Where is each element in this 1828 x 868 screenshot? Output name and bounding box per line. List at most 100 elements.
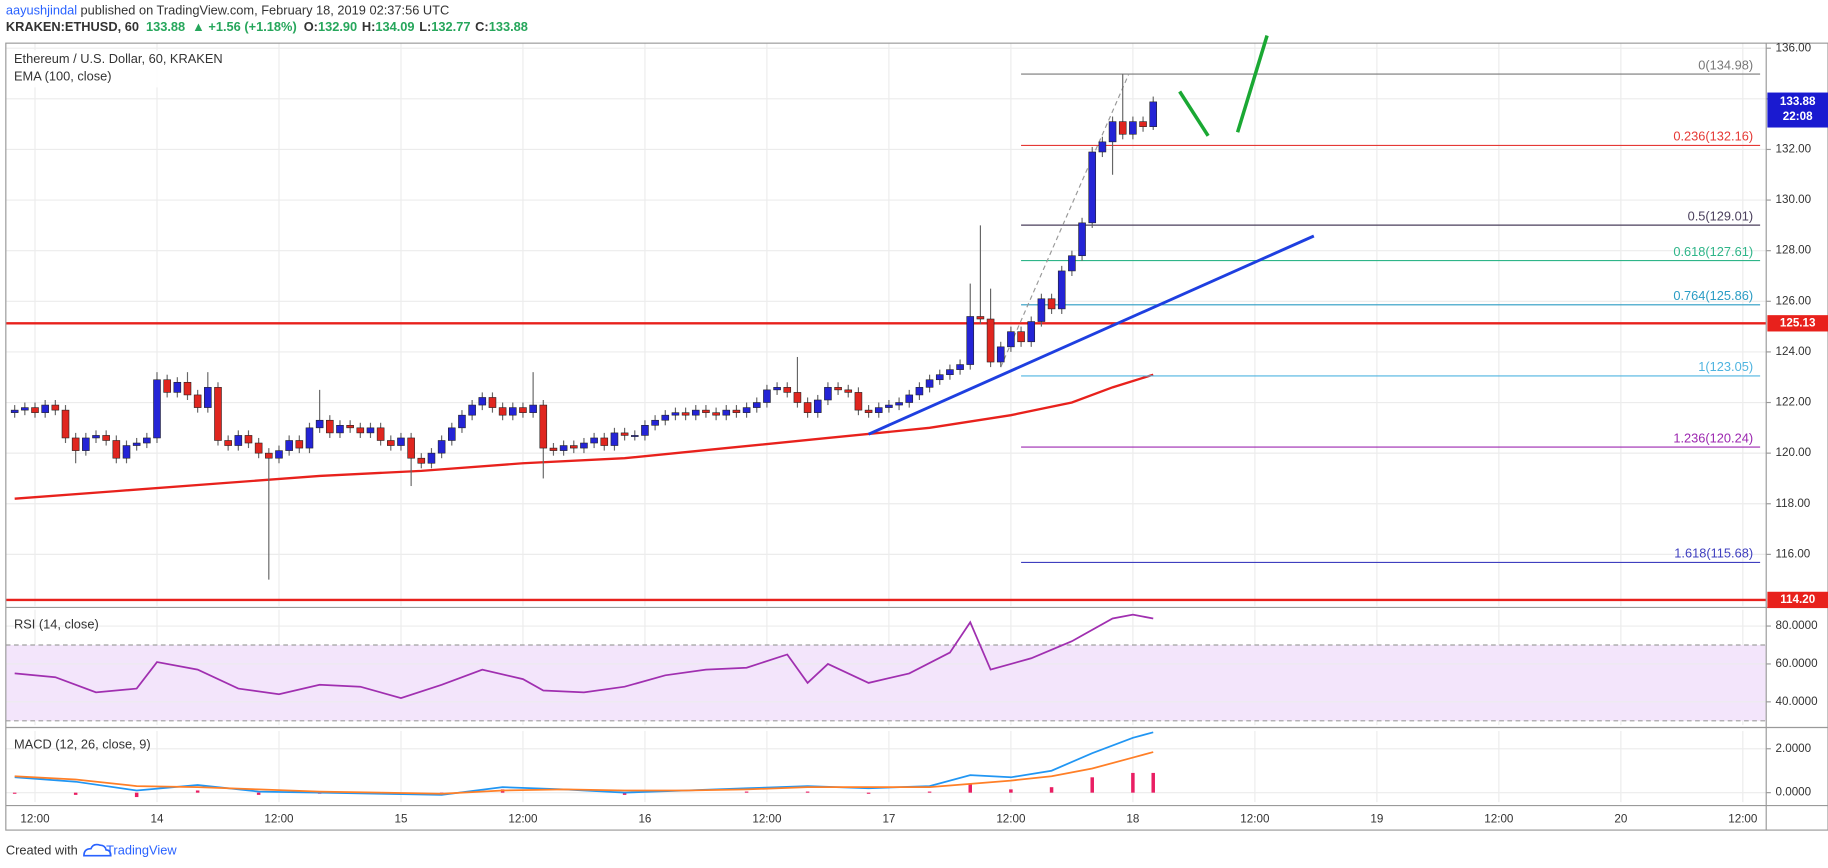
candle-body [51, 404, 60, 411]
candle-body [346, 425, 354, 429]
candle-body [844, 389, 853, 393]
fib-label: 1.618(115.68) [1674, 546, 1753, 561]
plot-layer: 12:00 14 12:00 15 12:00 16 12:00 17 12:00 18 12:00… [5, 43, 1767, 826]
histogram-bar [622, 792, 627, 795]
candle-body [478, 397, 487, 406]
brand[interactable]: TradingView [106, 842, 177, 857]
fib-label: 1.236(120.24) [1673, 430, 1753, 445]
ema-line [14, 373, 1154, 500]
x-tick-label: 12:00 [20, 813, 50, 826]
candle-body [1149, 101, 1158, 127]
ohlc-value: 132.90 [318, 19, 357, 34]
histogram-bar [1151, 772, 1155, 793]
histogram-bar [12, 792, 17, 794]
candle-body [1129, 121, 1137, 135]
candle-body [580, 442, 588, 449]
candle-body [1047, 298, 1056, 310]
candle-body [824, 387, 832, 401]
candle-body [610, 432, 619, 446]
candle-body [722, 409, 731, 416]
candle-body [122, 445, 131, 459]
x-tick-label: 15 [394, 813, 407, 826]
x-tick-label: 12:00 [1484, 813, 1514, 826]
candle-body [620, 432, 629, 436]
arrow-line [1235, 35, 1269, 133]
candle-body [71, 437, 80, 451]
histogram-bar [256, 792, 261, 795]
candle-body [458, 414, 466, 429]
published-line: aayushjindal published on TradingView.com… [6, 3, 449, 18]
logo [83, 843, 112, 857]
ohlc-label: C: [475, 19, 489, 34]
candle-body [254, 442, 263, 454]
x-tick-label: 18 [1126, 813, 1139, 826]
x-tick-label: 12:00 [1728, 813, 1758, 826]
histogram-bar [73, 792, 78, 795]
candle-body [854, 392, 863, 411]
ohlc-label: L: [419, 19, 431, 34]
candle-body [356, 427, 365, 434]
candle-body [803, 402, 812, 413]
candle-body [763, 389, 771, 403]
y-tick-label: 128.00 [1776, 244, 1812, 257]
candle-body [793, 392, 802, 403]
candle-body [376, 427, 385, 441]
candle-body [905, 394, 914, 403]
candle-body [519, 407, 527, 413]
candle-body [387, 440, 395, 446]
candle-body [1007, 331, 1015, 348]
candle-body [21, 407, 29, 411]
y-tick-label: 124.00 [1776, 345, 1812, 358]
candle-body [773, 387, 781, 391]
candle-body [275, 450, 283, 459]
candle-body [102, 435, 110, 441]
candle-body [82, 437, 90, 451]
candle-body [661, 414, 670, 421]
y-tick-label: 40.0000 [1776, 695, 1819, 708]
candle-body [1037, 298, 1046, 322]
candle-body [448, 427, 456, 441]
candle-body [590, 437, 598, 444]
y-tick-label: 122.00 [1776, 396, 1812, 409]
candle-body [173, 381, 182, 393]
histogram-bar [1049, 787, 1054, 793]
author[interactable]: aayushjindal [6, 3, 77, 18]
candle-body [397, 437, 405, 446]
candle-body [315, 419, 324, 429]
created-with: Created with [6, 842, 78, 857]
candle-body [1108, 121, 1117, 143]
countdown: 22:08 [1783, 110, 1813, 123]
candle-body [956, 364, 964, 370]
candle-body [976, 316, 985, 320]
symbol-line: KRAKEN:ETHUSD, 60 133.88 ▲ +1.56 (+1.18%) O… [6, 19, 528, 34]
price-tag [1767, 591, 1828, 609]
x-tick-label: 12:00 [752, 813, 782, 826]
candle-body [61, 409, 70, 439]
candle-body [712, 412, 720, 416]
ohlc-value: 133.88 [489, 19, 528, 34]
fib-label: 0(134.98) [1698, 57, 1753, 72]
ohlc-value: 132.77 [431, 19, 470, 34]
y-tick-label: 80.0000 [1776, 619, 1819, 632]
candle-body [143, 437, 151, 444]
candle-body [468, 404, 476, 416]
histogram-bar [927, 791, 932, 793]
candle-body [285, 440, 293, 451]
candle-body [1078, 222, 1086, 257]
candle-body [305, 427, 314, 449]
x-tick-label: 16 [638, 813, 651, 826]
overlay-layer: 116.00 118.00 120.00 122.00 124.00 126.00 128.… [1178, 35, 1828, 799]
y-tick-label: 130.00 [1776, 193, 1812, 206]
ohlc-label: O: [304, 19, 318, 34]
candle-body [326, 419, 334, 434]
main-title: Ethereum / U.S. Dollar, 60, KRAKEN [14, 51, 223, 66]
candle-body [874, 407, 883, 413]
candle-body [1088, 151, 1097, 224]
candle-body [336, 425, 344, 434]
indicator-line [14, 613, 1154, 699]
price-tag [1767, 315, 1828, 332]
last-price: 133.88 [146, 19, 185, 34]
candle-body [427, 452, 436, 464]
